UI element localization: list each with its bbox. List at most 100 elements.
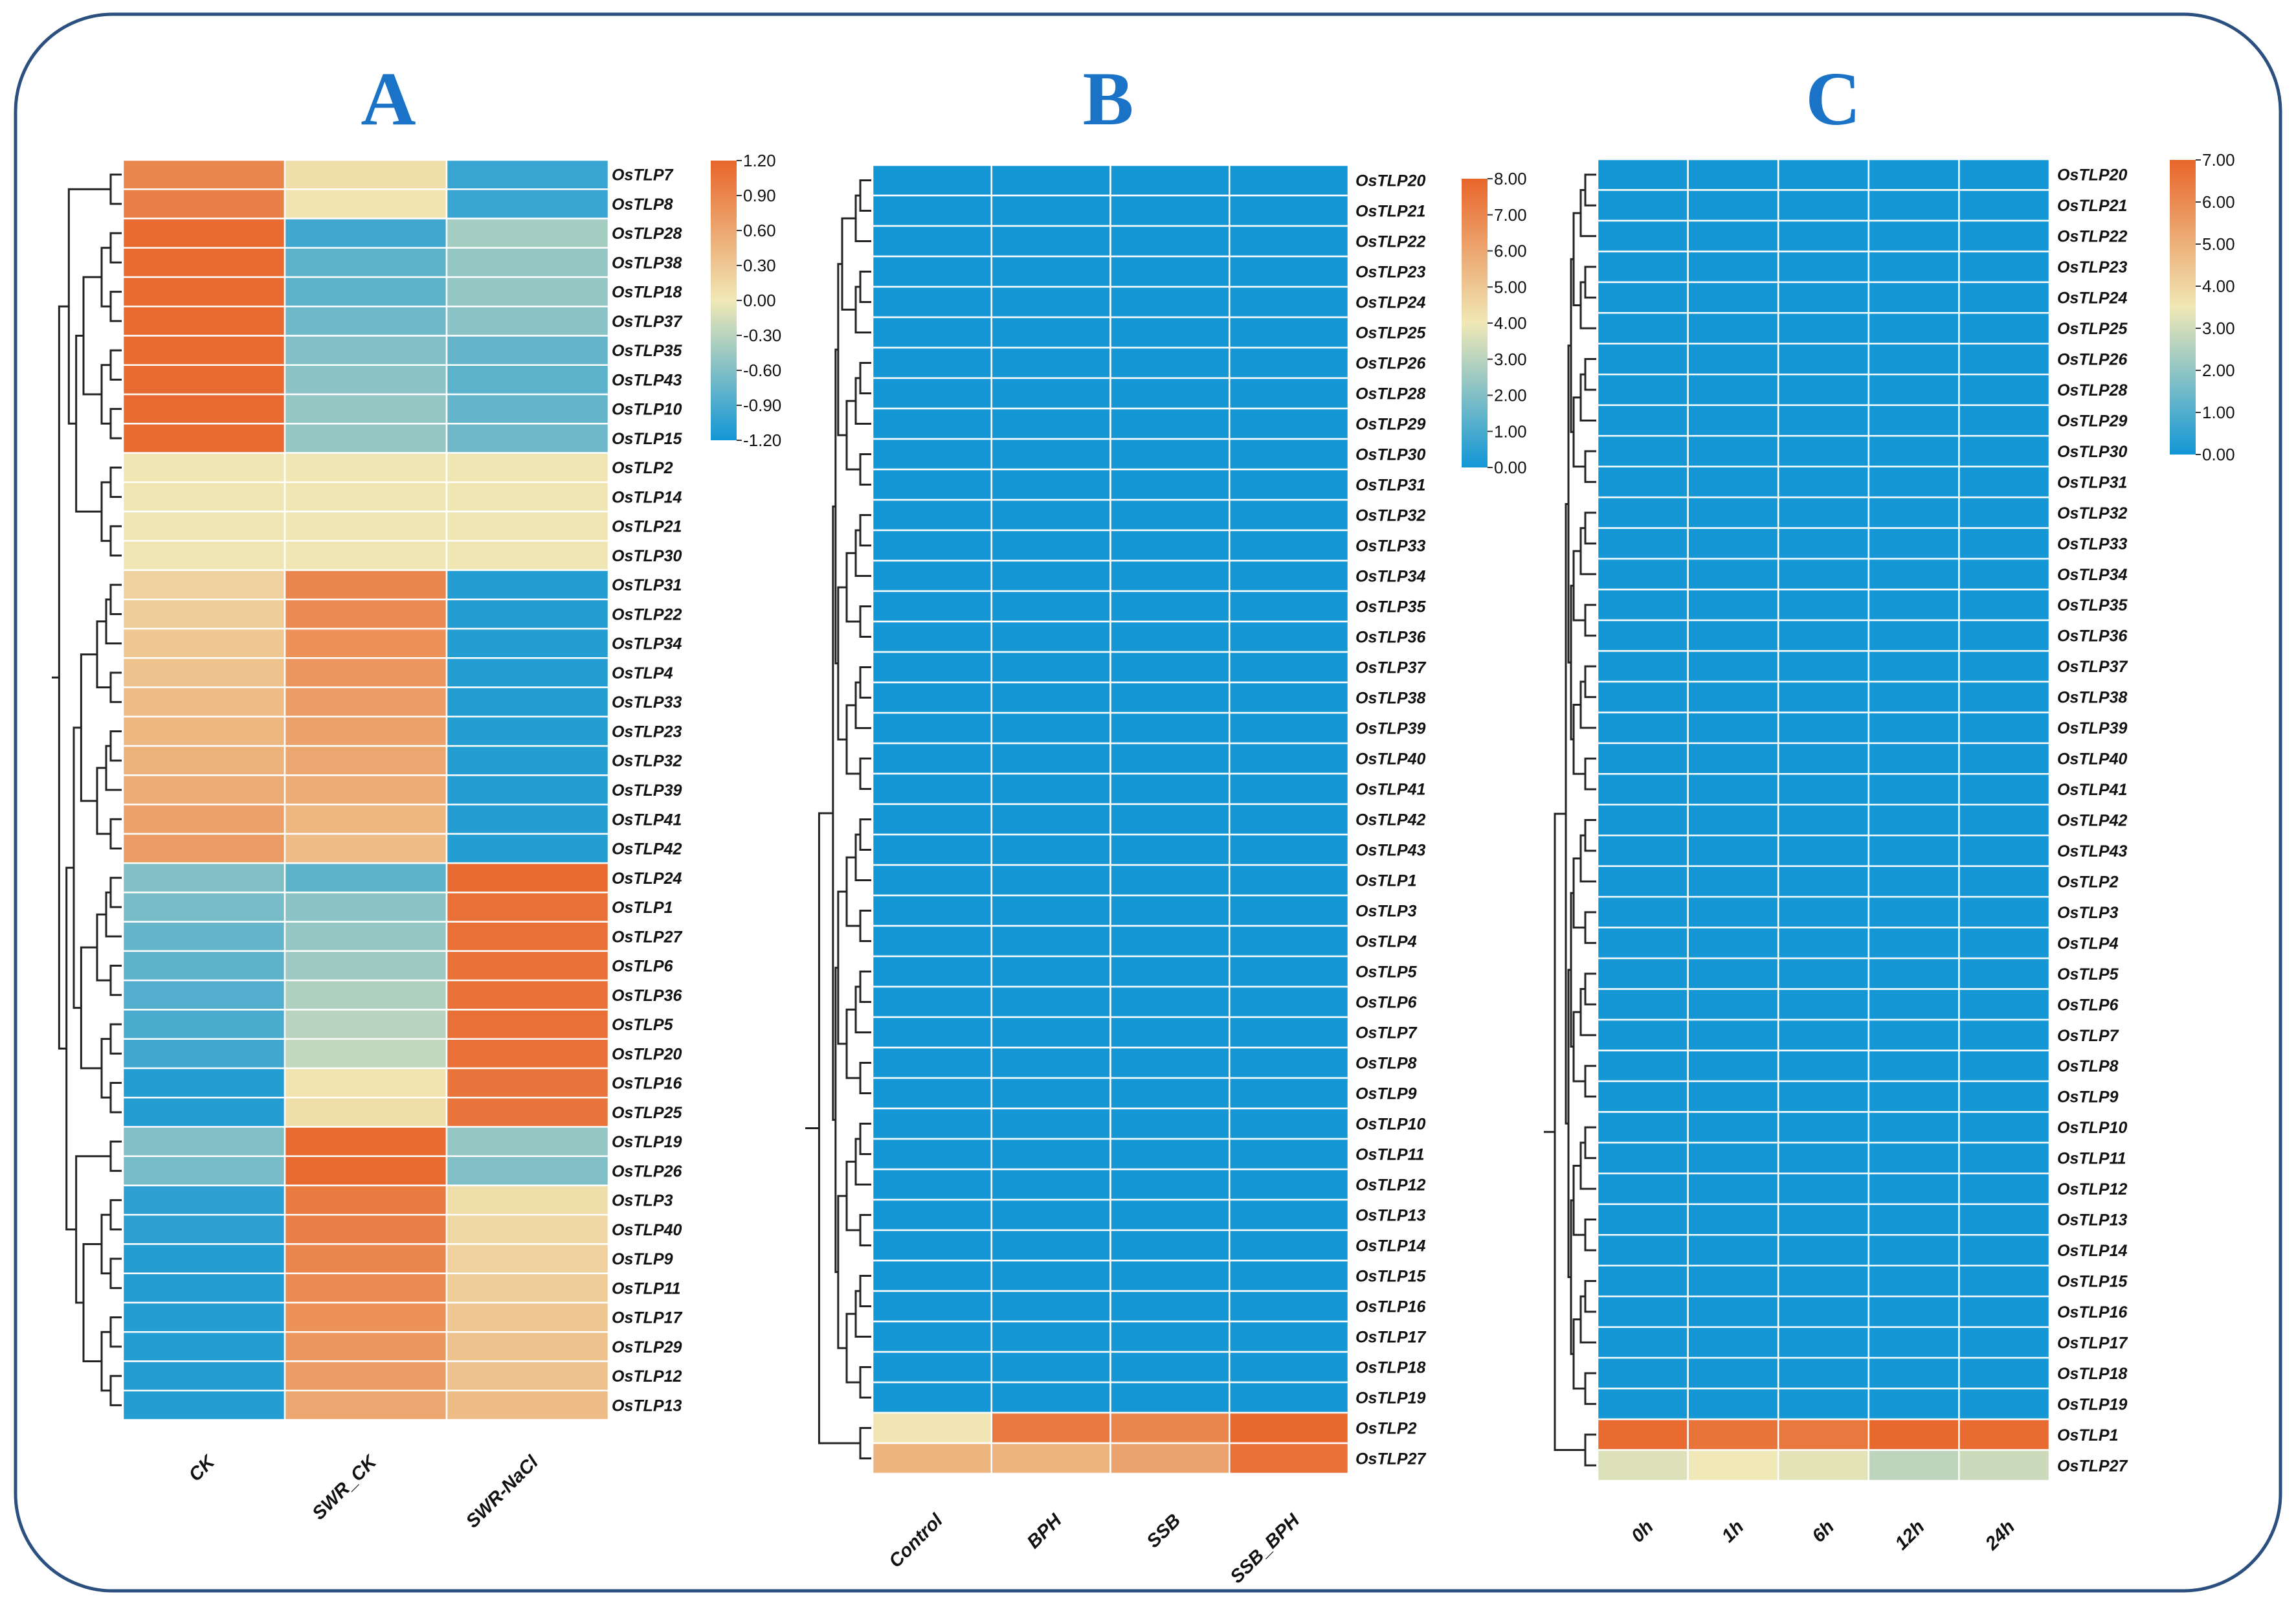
row-label: OsTLP4 <box>612 664 673 682</box>
row-label: OsTLP15 <box>1355 1268 1426 1286</box>
heatmap-cell <box>1229 1198 1350 1231</box>
heatmap-cell <box>1109 864 1231 897</box>
row-label: OsTLP20 <box>612 1045 682 1063</box>
heatmap-cell <box>1867 374 1960 406</box>
heatmap-cell <box>1596 1080 1689 1113</box>
heatmap-cell <box>871 803 992 836</box>
row-label: OsTLP34 <box>2057 566 2127 584</box>
color-legend: 7.00 6.00 5.00 4.00 3.00 2.00 1.00 0.00 <box>2170 150 2235 464</box>
heatmap-cell <box>1229 925 1350 958</box>
heatmap-cell <box>871 985 992 1018</box>
heatmap-cell <box>871 1168 992 1201</box>
row-label: OsTLP1 <box>1355 872 1416 890</box>
heatmap-cells <box>871 164 1350 1475</box>
row-label: OsTLP29 <box>1355 416 1425 434</box>
heatmap-cell <box>445 1155 610 1187</box>
heatmap-cell <box>1229 712 1350 745</box>
row-label: OsTLP29 <box>2057 412 2127 430</box>
heatmap-cell <box>284 862 448 893</box>
heatmap-cell <box>122 218 286 249</box>
heatmap-cell <box>990 316 1111 349</box>
heatmap-cell <box>284 1096 448 1128</box>
row-label: OsTLP36 <box>2057 627 2128 646</box>
dendrogram <box>1544 174 1596 1467</box>
heatmap-cell <box>1777 1080 1870 1113</box>
heatmap-cell <box>122 892 286 923</box>
row-label: OsTLP31 <box>612 576 682 594</box>
heatmap-cell <box>1596 1234 1689 1266</box>
heatmap-cell <box>1109 346 1231 379</box>
heatmap-cell <box>1777 1141 1870 1174</box>
heatmap-cell <box>1777 957 1870 990</box>
row-label: OsTLP5 <box>2057 965 2119 983</box>
heatmap-cell <box>1958 1141 2051 1174</box>
heatmap-cell <box>122 1155 286 1187</box>
heatmap-cell <box>1229 985 1350 1018</box>
heatmap-cell <box>1229 255 1350 288</box>
heatmap-cell <box>284 423 448 454</box>
heatmap-cell <box>1958 1203 2051 1236</box>
heatmap-cell <box>1596 527 1689 560</box>
heatmap-cell <box>1109 1107 1231 1140</box>
row-label: OsTLP21 <box>1355 203 1425 221</box>
heatmap-cell <box>1596 773 1689 806</box>
row-label: OsTLP2 <box>612 459 673 477</box>
row-label: OsTLP33 <box>1355 537 1425 556</box>
legend-tick-label: 6.00 <box>1494 242 1527 261</box>
heatmap-cell <box>1867 680 1960 714</box>
heatmap-cell <box>1687 895 1779 928</box>
heatmap-cell <box>445 218 610 249</box>
heatmap-cell <box>122 715 286 747</box>
heatmap-cell <box>1229 1168 1350 1201</box>
heatmap-cell <box>284 1009 448 1040</box>
panel-letter: B <box>1083 56 1134 141</box>
heatmap-cell <box>990 1229 1111 1262</box>
heatmap-cell <box>284 892 448 923</box>
heatmap-cell <box>445 481 610 513</box>
row-label: OsTLP2 <box>2057 873 2119 891</box>
heatmap-cell <box>1596 1173 1689 1206</box>
heatmap-cell <box>871 377 992 410</box>
row-label: OsTLP6 <box>612 958 674 976</box>
heatmap-cell <box>284 159 448 190</box>
heatmap-cell <box>1958 1234 2051 1266</box>
heatmap-cell <box>1777 742 1870 775</box>
heatmap-cell <box>1229 164 1350 197</box>
heatmap-cell <box>1867 251 1960 284</box>
row-label: OsTLP7 <box>612 166 674 185</box>
heatmap-cell <box>990 1138 1111 1171</box>
row-label: OsTLP8 <box>2057 1057 2119 1075</box>
heatmap-cell <box>1109 1320 1231 1353</box>
row-label: OsTLP15 <box>2057 1272 2128 1290</box>
heatmap-cell <box>1958 895 2051 928</box>
heatmap-cell <box>1958 219 2051 253</box>
heatmap-cell <box>1867 834 1960 867</box>
heatmap-cell <box>445 364 610 396</box>
row-label: OsTLP31 <box>2057 473 2127 491</box>
heatmap-cell <box>1867 404 1960 437</box>
heatmap-cell <box>1596 312 1689 345</box>
heatmap-cell <box>1109 681 1231 714</box>
dendrogram <box>805 179 871 1459</box>
heatmap-cell <box>284 715 448 747</box>
heatmap-cell <box>1596 680 1689 714</box>
heatmap-cell <box>1687 1326 1779 1359</box>
heatmap-cell <box>445 862 610 893</box>
heatmap-cell <box>1867 343 1960 376</box>
row-label: OsTLP20 <box>2057 166 2127 185</box>
row-label: OsTLP41 <box>612 811 682 829</box>
legend-tick-label: 0.00 <box>743 291 776 310</box>
heatmap-cell <box>1958 1080 2051 1113</box>
color-scale-bar <box>711 161 737 440</box>
row-label: OsTLP26 <box>2057 351 2128 369</box>
heatmap-cell <box>122 247 286 278</box>
panel-letter: C <box>1805 56 1860 141</box>
heatmap-cell <box>1777 496 1870 529</box>
heatmap-cell <box>122 1301 286 1333</box>
row-label: OsTLP24 <box>2057 289 2127 308</box>
heatmap-cell <box>1687 680 1779 714</box>
legend-tick-label: 1.20 <box>743 151 776 170</box>
heatmap-cell <box>1777 988 1870 1021</box>
heatmap-cell <box>1687 312 1779 345</box>
heatmap-cell <box>445 833 610 864</box>
